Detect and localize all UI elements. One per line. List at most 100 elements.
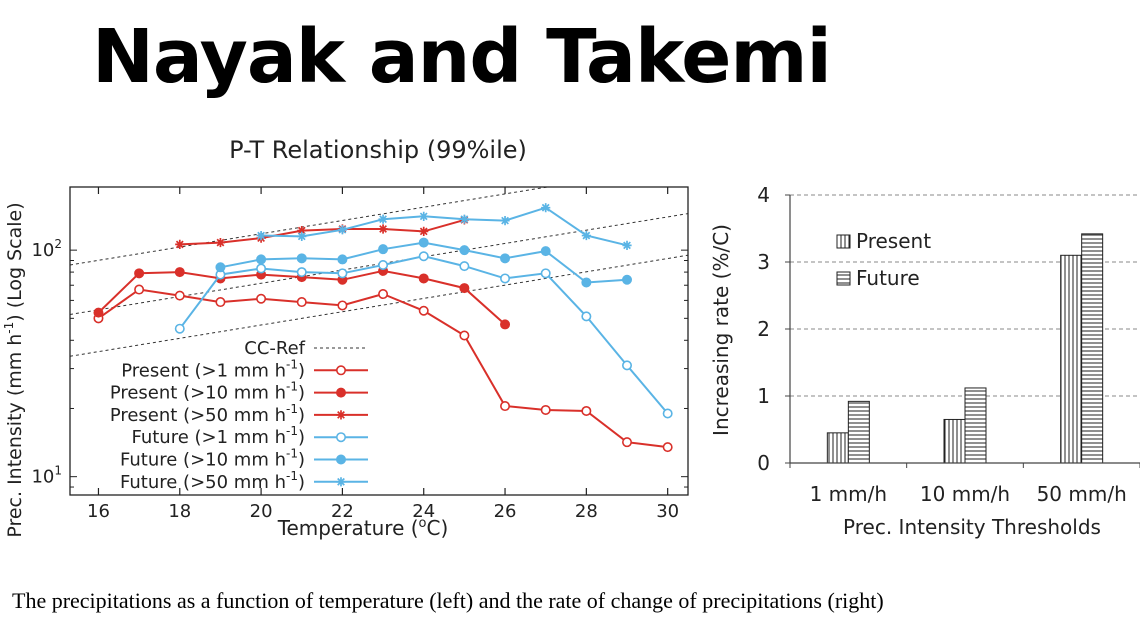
- data-point: [337, 225, 348, 235]
- data-point: [296, 253, 307, 264]
- data-point: [215, 237, 226, 248]
- series-line: [261, 206, 628, 247]
- legend-marker: [335, 432, 346, 443]
- left-chart-title: P-T Relationship (99%ile): [229, 136, 527, 164]
- x-tick-label: 24: [412, 501, 435, 522]
- y-tick-label: 3: [757, 250, 770, 274]
- data-point: [662, 408, 673, 419]
- data-point: [459, 214, 469, 224]
- data-point: [215, 262, 226, 273]
- data-point: [378, 259, 389, 270]
- data-point: [134, 268, 145, 279]
- data-point: [622, 437, 633, 448]
- data-point: [337, 268, 348, 279]
- left-axes: 16 18 20 22 24 26 28 30 101 102: [31, 186, 689, 522]
- right-x-axis-label: Prec. Intensity Thresholds: [843, 515, 1101, 539]
- data-point: [500, 216, 510, 226]
- data-point: [622, 240, 632, 250]
- data-point: [500, 273, 511, 284]
- legend-label: Future (>1 mm h-1): [131, 424, 305, 448]
- data-point: [215, 297, 226, 308]
- x-tick-label: 16: [87, 501, 110, 522]
- data-point: [419, 226, 429, 236]
- data-point: [459, 245, 470, 256]
- legend-swatch: [836, 271, 851, 286]
- bar: [943, 418, 966, 464]
- data-point: [256, 230, 266, 241]
- figure-caption: The precipitations as a function of temp…: [12, 588, 884, 613]
- y-axis-label: Prec. Intensity (mm h-1) (Log Scale): [2, 202, 26, 537]
- slide-title: Nayak and Takemi: [92, 14, 832, 100]
- legend-swatch: [836, 234, 851, 249]
- series-5: [256, 203, 632, 250]
- x-tick-label: 30: [656, 501, 679, 522]
- data-point: [175, 239, 185, 250]
- series-4: [215, 237, 633, 288]
- data-point: [337, 254, 348, 265]
- legend-marker: [336, 454, 346, 465]
- data-point: [378, 214, 388, 224]
- x-tick-label: 26: [494, 501, 517, 522]
- data-point: [296, 267, 307, 278]
- x-tick-label: 18: [168, 501, 191, 522]
- series-1: [93, 265, 511, 330]
- data-point: [174, 323, 185, 334]
- legend-label: Present (>50 mm h-1): [110, 402, 305, 426]
- legend-marker: [335, 365, 346, 376]
- series-line: [179, 218, 465, 246]
- bar-legend: Present Future: [836, 229, 931, 290]
- data-point: [581, 230, 591, 241]
- y-tick-label: 0: [757, 451, 770, 475]
- category-label: 1 mm/h: [810, 482, 887, 506]
- y-tick-label: 102: [31, 237, 62, 261]
- data-point: [418, 305, 429, 316]
- data-point: [418, 251, 429, 262]
- data-point: [581, 277, 592, 288]
- data-point: [93, 307, 104, 318]
- y-tick-label: 101: [31, 464, 62, 488]
- bar: [847, 400, 870, 464]
- category-label: 50 mm/h: [1037, 482, 1127, 506]
- bar: [964, 387, 987, 464]
- data-point: [297, 231, 307, 241]
- legend-label: Future (>10 mm h-1): [120, 447, 305, 471]
- data-point: [378, 244, 389, 255]
- data-point: [459, 261, 470, 272]
- x-axis-label: Temperature (oC): [277, 516, 449, 540]
- bar: [1060, 254, 1083, 464]
- legend-marker: [336, 387, 346, 398]
- legend-label: Present: [856, 229, 931, 253]
- x-tick-label: 20: [250, 501, 273, 522]
- right-y-axis-label: Increasing rate (%/C): [709, 224, 733, 436]
- data-point: [337, 300, 348, 311]
- legend-marker: [336, 410, 346, 420]
- data-point: [500, 253, 511, 264]
- data-point: [662, 442, 673, 453]
- data-point: [174, 290, 185, 301]
- data-point: [622, 360, 633, 371]
- data-point: [296, 297, 307, 308]
- right-axes: 0 1 2 3 4 1 mm/h 10 mm/h 50 mm/h: [757, 183, 1140, 506]
- y-tick-label: 1: [757, 384, 770, 408]
- data-point: [134, 284, 145, 295]
- x-tick-label: 28: [575, 501, 598, 522]
- data-point: [174, 267, 185, 278]
- legend-label-cc-ref: CC-Ref: [244, 338, 305, 359]
- data-point: [378, 289, 389, 300]
- cc-ref-line: [70, 254, 688, 357]
- y-tick-label: 2: [757, 317, 770, 341]
- series-0: [93, 284, 673, 453]
- category-label: 10 mm/h: [920, 482, 1010, 506]
- legend-label: Future (>50 mm h-1): [120, 469, 305, 493]
- data-point: [540, 268, 551, 279]
- x-tick-label: 22: [331, 501, 354, 522]
- data-point: [256, 293, 267, 304]
- data-point: [459, 330, 470, 341]
- data-point: [540, 404, 551, 415]
- bar: [826, 432, 849, 464]
- data-point: [297, 225, 307, 236]
- data-point: [500, 319, 511, 330]
- cc-ref-line: [70, 187, 551, 266]
- data-point: [581, 311, 592, 322]
